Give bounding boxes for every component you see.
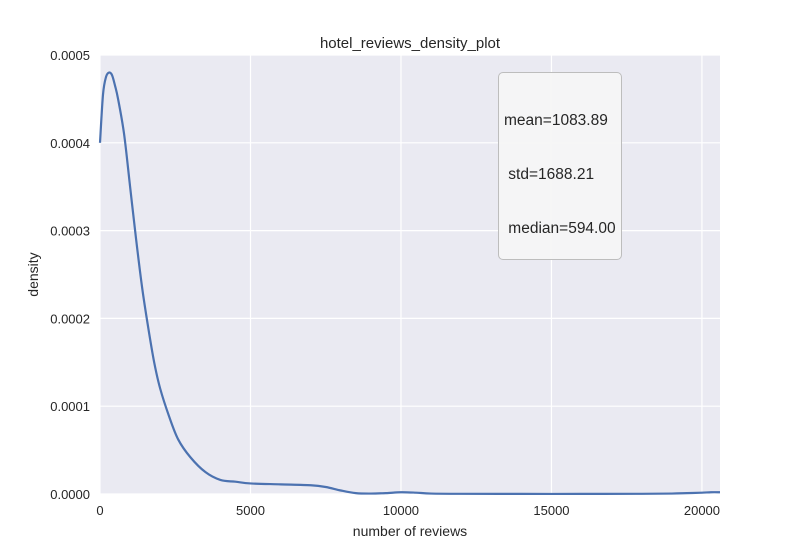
plot-area xyxy=(100,55,720,494)
y-tick-labels: 0.0000 0.0001 0.0002 0.0003 0.0004 0.0005 xyxy=(50,48,90,502)
x-tick-label: 0 xyxy=(96,503,103,518)
y-tick-label: 0.0004 xyxy=(50,136,90,151)
stats-median: median=594.00 xyxy=(504,220,616,238)
y-tick-label: 0.0000 xyxy=(50,487,90,502)
x-axis-label: number of reviews xyxy=(353,523,467,539)
y-tick-label: 0.0005 xyxy=(50,48,90,63)
stats-mean: mean=1083.89 xyxy=(504,112,616,130)
y-tick-label: 0.0003 xyxy=(50,224,90,239)
y-tick-label: 0.0002 xyxy=(50,311,90,326)
stats-annotation-box: mean=1083.89 std=1688.21 median=594.00 xyxy=(498,72,622,260)
x-tick-label: 20000 xyxy=(684,503,720,518)
x-tick-label: 5000 xyxy=(236,503,265,518)
x-tick-label: 15000 xyxy=(533,503,569,518)
chart-title: hotel_reviews_density_plot xyxy=(320,35,501,52)
stats-std: std=1688.21 xyxy=(504,166,616,184)
y-tick-label: 0.0001 xyxy=(50,399,90,414)
x-tick-label: 10000 xyxy=(383,503,419,518)
x-tick-labels: 0 5000 10000 15000 20000 xyxy=(96,503,720,518)
y-axis-label: density xyxy=(25,252,41,296)
